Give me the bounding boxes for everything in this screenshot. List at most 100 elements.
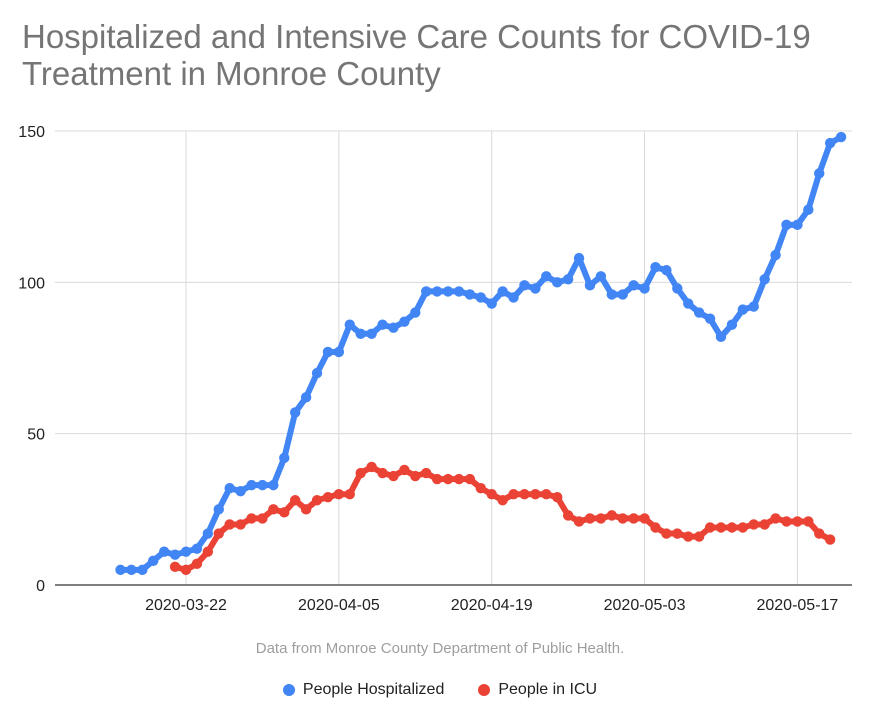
- data-point-hospitalized[interactable]: [562, 274, 574, 285]
- data-point-hospitalized[interactable]: [115, 564, 126, 576]
- data-point-hospitalized[interactable]: [388, 322, 399, 333]
- data-point-hospitalized[interactable]: [355, 328, 366, 339]
- data-point-icu[interactable]: [388, 470, 399, 482]
- data-point-hospitalized[interactable]: [289, 407, 301, 418]
- data-point-icu[interactable]: [683, 531, 694, 542]
- data-point-hospitalized[interactable]: [770, 249, 781, 261]
- data-point-icu[interactable]: [541, 489, 552, 500]
- data-point-hospitalized[interactable]: [366, 328, 377, 339]
- data-point-icu[interactable]: [311, 495, 323, 506]
- data-point-hospitalized[interactable]: [213, 504, 224, 515]
- data-point-icu[interactable]: [442, 473, 454, 485]
- data-point-hospitalized[interactable]: [541, 271, 552, 282]
- data-point-icu[interactable]: [464, 473, 476, 485]
- data-point-icu[interactable]: [289, 495, 301, 506]
- data-point-hospitalized[interactable]: [158, 546, 170, 557]
- data-point-icu[interactable]: [552, 492, 563, 503]
- data-point-hospitalized[interactable]: [202, 528, 214, 539]
- data-point-hospitalized[interactable]: [584, 280, 596, 291]
- data-point-icu[interactable]: [672, 528, 683, 539]
- data-point-icu[interactable]: [639, 513, 650, 524]
- data-point-icu[interactable]: [333, 489, 345, 500]
- legend-item-icu[interactable]: People in ICU: [478, 681, 597, 699]
- data-point-icu[interactable]: [726, 522, 738, 533]
- data-point-icu[interactable]: [486, 489, 497, 500]
- data-point-hospitalized[interactable]: [311, 367, 323, 379]
- data-point-icu[interactable]: [508, 489, 519, 500]
- data-point-hospitalized[interactable]: [453, 286, 465, 297]
- data-point-hospitalized[interactable]: [835, 131, 847, 143]
- data-point-hospitalized[interactable]: [246, 479, 257, 491]
- data-point-hospitalized[interactable]: [639, 283, 650, 294]
- data-point-icu[interactable]: [410, 470, 421, 482]
- legend-item-hospitalized[interactable]: People Hospitalized: [282, 681, 444, 699]
- data-point-icu[interactable]: [704, 522, 716, 533]
- data-point-hospitalized[interactable]: [781, 219, 792, 231]
- data-point-hospitalized[interactable]: [693, 307, 705, 318]
- data-point-icu[interactable]: [562, 510, 574, 521]
- data-point-hospitalized[interactable]: [180, 546, 192, 557]
- data-point-hospitalized[interactable]: [464, 289, 476, 300]
- data-point-hospitalized[interactable]: [421, 286, 432, 297]
- data-point-icu[interactable]: [191, 558, 203, 570]
- data-point-icu[interactable]: [224, 519, 235, 530]
- data-point-icu[interactable]: [530, 489, 541, 500]
- data-point-hospitalized[interactable]: [235, 485, 246, 497]
- data-point-hospitalized[interactable]: [759, 274, 770, 285]
- data-point-icu[interactable]: [715, 522, 727, 533]
- data-point-hospitalized[interactable]: [628, 280, 639, 291]
- data-point-icu[interactable]: [257, 513, 268, 524]
- data-point-hospitalized[interactable]: [704, 313, 716, 324]
- data-point-icu[interactable]: [573, 516, 585, 527]
- data-point-icu[interactable]: [399, 464, 410, 476]
- data-point-icu[interactable]: [693, 531, 705, 542]
- data-point-icu[interactable]: [322, 492, 334, 503]
- data-point-icu[interactable]: [202, 546, 214, 557]
- data-point-icu[interactable]: [169, 561, 181, 573]
- data-point-hospitalized[interactable]: [814, 168, 825, 179]
- data-point-icu[interactable]: [737, 522, 749, 533]
- data-point-hospitalized[interactable]: [552, 277, 563, 288]
- data-point-icu[interactable]: [453, 473, 465, 485]
- data-point-icu[interactable]: [770, 513, 781, 524]
- data-point-icu[interactable]: [213, 528, 224, 539]
- data-point-icu[interactable]: [759, 519, 770, 530]
- data-point-hospitalized[interactable]: [126, 564, 137, 576]
- data-point-hospitalized[interactable]: [377, 319, 388, 330]
- data-point-icu[interactable]: [268, 504, 279, 515]
- data-point-hospitalized[interactable]: [650, 262, 661, 273]
- data-point-icu[interactable]: [661, 528, 672, 539]
- data-point-icu[interactable]: [235, 519, 246, 530]
- data-point-icu[interactable]: [519, 489, 530, 500]
- data-point-hospitalized[interactable]: [595, 271, 607, 282]
- data-point-hospitalized[interactable]: [606, 289, 618, 300]
- data-point-icu[interactable]: [650, 522, 661, 533]
- data-point-icu[interactable]: [366, 461, 377, 473]
- data-point-hospitalized[interactable]: [803, 204, 814, 215]
- data-point-hospitalized[interactable]: [573, 252, 585, 264]
- data-point-icu[interactable]: [792, 516, 803, 527]
- data-point-icu[interactable]: [748, 519, 759, 530]
- data-point-hospitalized[interactable]: [737, 304, 749, 315]
- data-point-hospitalized[interactable]: [486, 298, 497, 309]
- data-point-hospitalized[interactable]: [672, 283, 683, 294]
- data-point-hospitalized[interactable]: [344, 319, 355, 330]
- data-point-hospitalized[interactable]: [279, 452, 290, 464]
- data-point-hospitalized[interactable]: [530, 283, 541, 294]
- data-point-hospitalized[interactable]: [257, 479, 268, 491]
- data-point-hospitalized[interactable]: [824, 137, 836, 149]
- data-point-icu[interactable]: [497, 495, 508, 506]
- data-point-icu[interactable]: [344, 489, 355, 500]
- data-point-hospitalized[interactable]: [661, 265, 672, 276]
- data-point-hospitalized[interactable]: [333, 346, 345, 358]
- data-point-icu[interactable]: [421, 467, 432, 479]
- data-point-hospitalized[interactable]: [617, 289, 628, 300]
- data-point-hospitalized[interactable]: [268, 479, 279, 491]
- data-point-icu[interactable]: [595, 513, 607, 524]
- data-point-icu[interactable]: [584, 513, 596, 524]
- data-point-hospitalized[interactable]: [169, 549, 181, 560]
- data-point-hospitalized[interactable]: [683, 298, 694, 309]
- data-point-icu[interactable]: [279, 507, 290, 518]
- data-point-icu[interactable]: [246, 513, 257, 524]
- data-point-hospitalized[interactable]: [442, 286, 454, 297]
